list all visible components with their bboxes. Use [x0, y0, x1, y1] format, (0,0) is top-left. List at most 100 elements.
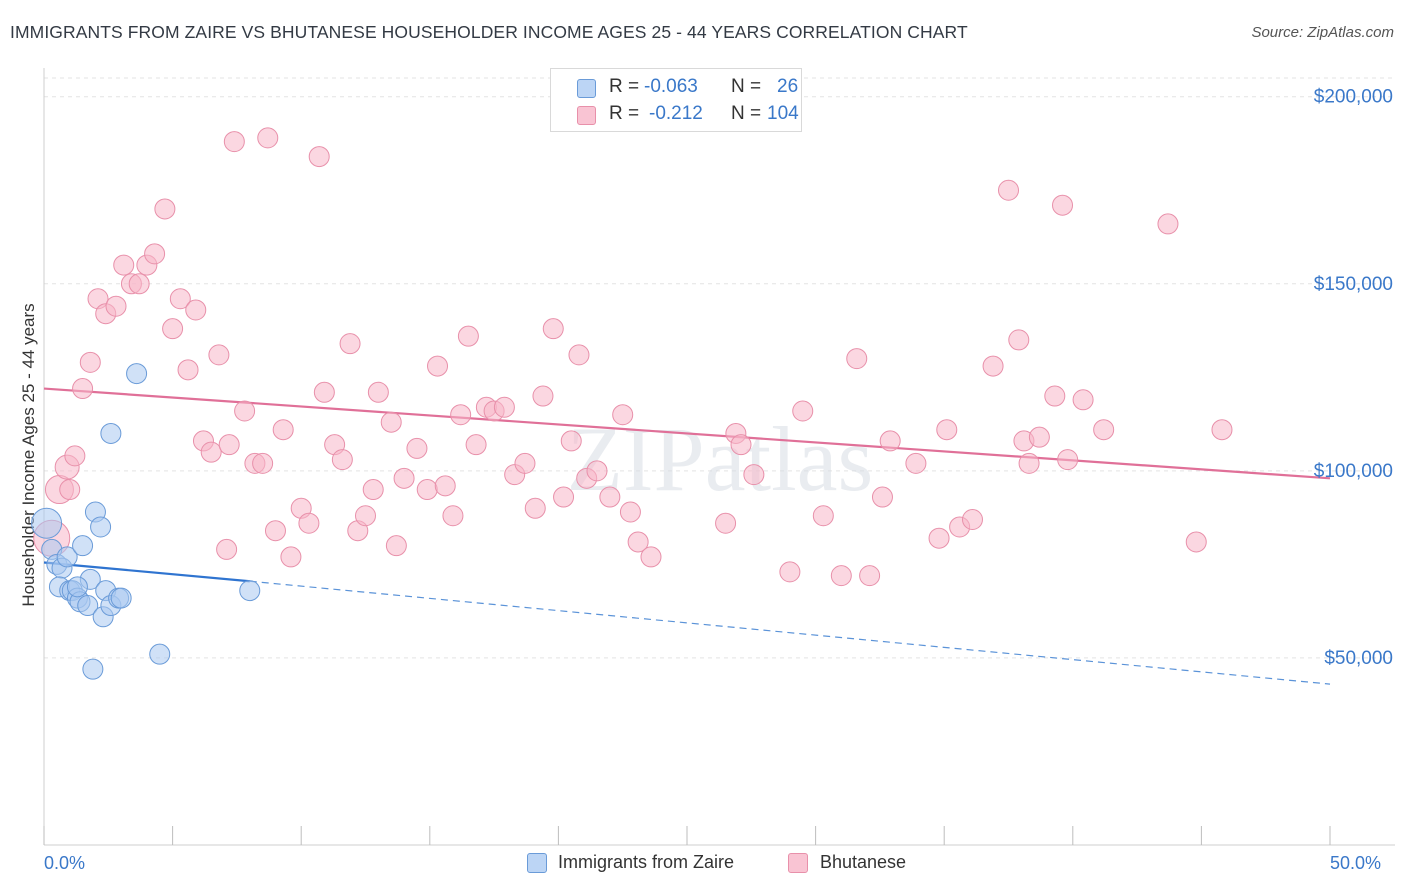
bhutanese-point [1185, 531, 1207, 553]
bhutanese-point [385, 535, 407, 557]
bhutanese-point [524, 497, 546, 519]
legend-n-value: 26 [777, 76, 799, 97]
bhutanese-point [1211, 419, 1233, 441]
bhutanese-point [105, 295, 127, 317]
bhutanese-point [79, 351, 101, 373]
bhutanese-point [553, 486, 575, 508]
bhutanese-point [846, 348, 868, 370]
legend-r-label: R = [609, 103, 640, 124]
legend-n-label: N = [731, 76, 762, 97]
bottom-legend-swatch-bhutanese [788, 853, 808, 873]
bhutanese-point [162, 318, 184, 340]
bhutanese-point [627, 531, 649, 553]
y-tick-label: $100,000 [1314, 461, 1393, 482]
bhutanese-point [113, 254, 135, 276]
bhutanese-point [532, 385, 554, 407]
stats-legend: R = -0.063 N = 26 R = -0.212 N = 104 [550, 68, 802, 132]
bhutanese-point [367, 381, 389, 403]
grid-lines [44, 77, 1395, 659]
bhutanese-point [542, 318, 564, 340]
bhutanese-point [154, 198, 176, 220]
bhutanese-point [144, 243, 166, 265]
legend-n-label: N = [731, 103, 762, 124]
bhutanese-point [961, 508, 983, 530]
legend-row-bhutanese: R = -0.212 N = 104 [551, 103, 801, 129]
bhutanese-point [830, 565, 852, 587]
bhutanese-point [612, 404, 634, 426]
bhutanese-point [234, 400, 256, 422]
bhutanese-point [380, 411, 402, 433]
bhutanese-point [982, 355, 1004, 377]
bhutanese-point [416, 479, 438, 501]
bhutanese-point [169, 288, 191, 310]
x-tick-label-max: 50.0% [1330, 853, 1382, 873]
zaire-point [82, 658, 104, 680]
bhutanese-point [859, 565, 881, 587]
bhutanese-point [1044, 385, 1066, 407]
bottom-legend-swatch-zaire [527, 853, 547, 873]
zaire-point [149, 643, 171, 665]
bhutanese-point [743, 464, 765, 486]
zaire-point [72, 535, 94, 557]
legend-n-value: 104 [767, 103, 799, 124]
zaire-point [110, 587, 132, 609]
bhutanese-point [879, 430, 901, 452]
bhutanese-point [465, 434, 487, 456]
source-label: Source: ZipAtlas.com [1251, 24, 1394, 41]
bhutanese-point [362, 479, 384, 501]
bhutanese-point [1018, 452, 1040, 474]
bhutanese-point [442, 505, 464, 527]
bhutanese-point [871, 486, 893, 508]
zaire-point [77, 595, 99, 617]
bhutanese-point [331, 449, 353, 471]
bhutanese-point [936, 419, 958, 441]
bhutanese-point [1157, 213, 1179, 235]
bottom-legend-label-bhutanese: Bhutanese [820, 852, 907, 872]
y-tick-label: $50,000 [1324, 648, 1393, 669]
bhutanese-point [393, 467, 415, 489]
bhutanese-point [779, 561, 801, 583]
bhutanese-point [1028, 426, 1050, 448]
bhutanese-point [514, 452, 536, 474]
bhutanese-point [1072, 389, 1094, 411]
x-tick-label-min: 0.0% [44, 853, 86, 873]
zaire-point [66, 576, 88, 598]
legend-row-zaire: R = -0.063 N = 26 [551, 76, 801, 102]
bhutanese-point [599, 486, 621, 508]
zaire-point [100, 422, 122, 444]
bhutanese-point [619, 501, 641, 523]
bhutanese-point [200, 441, 222, 463]
bhutanese-point [568, 344, 590, 366]
bhutanese-point [313, 381, 335, 403]
bhutanese-point [177, 359, 199, 381]
legend-r-label: R = [609, 76, 640, 97]
bhutanese-trend-line [43, 387, 1331, 480]
zaire-point [126, 363, 148, 385]
bhutanese-point [59, 479, 81, 501]
bhutanese-point [72, 378, 94, 400]
zaire-point [56, 546, 78, 568]
chart-title: IMMIGRANTS FROM ZAIRE VS BHUTANESE HOUSE… [10, 22, 968, 42]
bhutanese-point [257, 127, 279, 149]
bhutanese-point [280, 546, 302, 568]
bhutanese-point [216, 538, 238, 560]
bhutanese-point [427, 355, 449, 377]
zaire-point [31, 507, 63, 539]
bottom-legend-label-zaire: Immigrants from Zaire [558, 852, 735, 872]
legend-swatch-bhutanese [577, 106, 596, 125]
bhutanese-point [252, 452, 274, 474]
bhutanese-point [586, 460, 608, 482]
bhutanese-point [128, 273, 150, 295]
bhutanese-point [928, 527, 950, 549]
bhutanese-point [308, 146, 330, 168]
y-tick-label: $150,000 [1314, 274, 1393, 295]
bhutanese-point [406, 437, 428, 459]
bhutanese-point [1093, 419, 1115, 441]
zaire-trend-line [43, 561, 250, 583]
bhutanese-point [264, 520, 286, 542]
bhutanese-point [223, 131, 245, 153]
bhutanese-point [355, 505, 376, 527]
bhutanese-point [1008, 329, 1030, 351]
y-tick-labels: $50,000 $100,000 $150,000 $200,000 [1314, 87, 1393, 669]
